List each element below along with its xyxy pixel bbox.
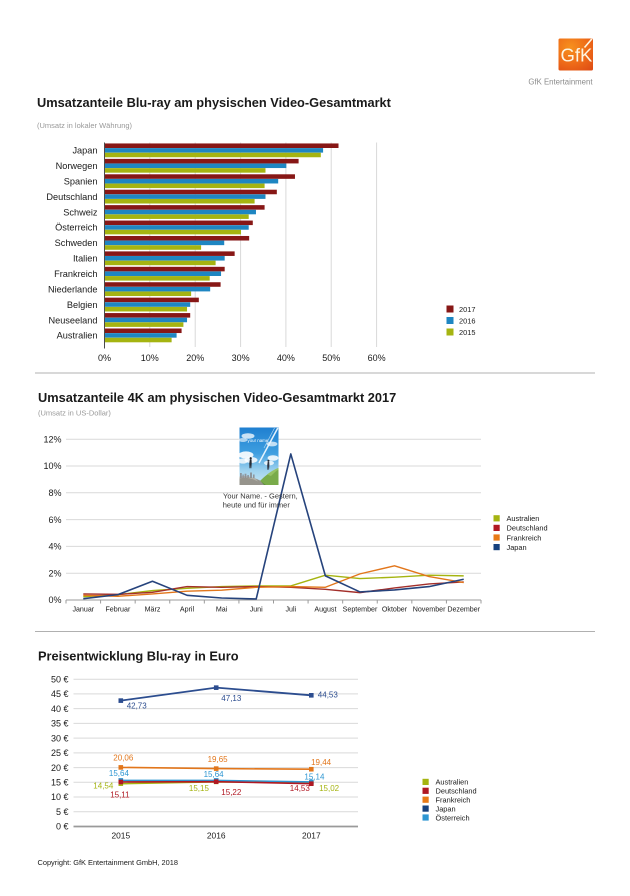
svg-text:Frankreich: Frankreich bbox=[436, 796, 471, 805]
svg-text:März: März bbox=[145, 606, 161, 614]
svg-text:15,02: 15,02 bbox=[319, 784, 340, 793]
svg-text:Schweden: Schweden bbox=[55, 238, 98, 248]
svg-text:30%: 30% bbox=[232, 353, 250, 363]
svg-text:Preisentwicklung Blu-ray in Eu: Preisentwicklung Blu-ray in Euro bbox=[38, 649, 239, 664]
svg-text:Januar: Januar bbox=[72, 606, 94, 614]
svg-text:40 €: 40 € bbox=[51, 704, 69, 714]
svg-text:0%: 0% bbox=[98, 353, 111, 363]
svg-text:Belgien: Belgien bbox=[67, 300, 98, 310]
svg-text:12%: 12% bbox=[43, 434, 61, 444]
svg-text:10 €: 10 € bbox=[51, 792, 69, 802]
svg-text:Juli: Juli bbox=[285, 606, 296, 614]
svg-text:Australien: Australien bbox=[436, 778, 469, 787]
svg-text:10%: 10% bbox=[43, 461, 61, 471]
svg-text:4%: 4% bbox=[48, 542, 61, 552]
svg-text:Japan: Japan bbox=[436, 804, 456, 813]
svg-text:(Umsatz in lokaler Währung): (Umsatz in lokaler Währung) bbox=[37, 121, 133, 130]
svg-text:April: April bbox=[180, 606, 195, 614]
svg-text:September: September bbox=[343, 606, 378, 614]
svg-text:20 €: 20 € bbox=[51, 763, 69, 773]
svg-text:5 €: 5 € bbox=[56, 807, 69, 817]
svg-text:25 €: 25 € bbox=[51, 748, 69, 758]
svg-text:Umsatzanteile 4K am physischen: Umsatzanteile 4K am physischen Video-Ges… bbox=[38, 390, 396, 405]
svg-text:Februar: Februar bbox=[105, 606, 130, 614]
svg-text:Copyright: GfK Entertainment G: Copyright: GfK Entertainment GmbH, 2018 bbox=[38, 858, 179, 867]
svg-text:Umsatzanteile Blu-ray am physi: Umsatzanteile Blu-ray am physischen Vide… bbox=[37, 95, 392, 110]
svg-text:35 €: 35 € bbox=[51, 719, 69, 729]
svg-text:14,53: 14,53 bbox=[290, 784, 311, 793]
svg-text:15,11: 15,11 bbox=[110, 791, 130, 800]
svg-text:15,14: 15,14 bbox=[304, 773, 325, 782]
svg-text:Neuseeland: Neuseeland bbox=[48, 315, 97, 325]
svg-text:(Umsatz in US-Dollar): (Umsatz in US-Dollar) bbox=[38, 409, 111, 418]
svg-text:20%: 20% bbox=[186, 353, 204, 363]
svg-text:Deutschland: Deutschland bbox=[507, 524, 548, 533]
svg-text:42,73: 42,73 bbox=[127, 702, 148, 711]
svg-text:Australien: Australien bbox=[507, 514, 540, 523]
svg-text:Deutschland: Deutschland bbox=[436, 787, 477, 796]
svg-text:August: August bbox=[314, 606, 336, 614]
svg-text:2016: 2016 bbox=[207, 831, 226, 841]
svg-text:Norwegen: Norwegen bbox=[56, 161, 98, 171]
svg-text:Österreich: Österreich bbox=[55, 223, 97, 233]
svg-text:Mai: Mai bbox=[216, 606, 228, 614]
svg-text:Frankreich: Frankreich bbox=[507, 533, 542, 542]
svg-text:Japan: Japan bbox=[507, 543, 527, 552]
svg-text:2017: 2017 bbox=[459, 305, 475, 314]
svg-text:8%: 8% bbox=[48, 488, 61, 498]
svg-text:15,15: 15,15 bbox=[189, 784, 210, 793]
svg-text:15 €: 15 € bbox=[51, 778, 69, 788]
svg-text:2017: 2017 bbox=[302, 831, 321, 841]
svg-text:Österreich: Österreich bbox=[436, 813, 470, 822]
svg-text:6%: 6% bbox=[48, 515, 61, 525]
svg-text:Italien: Italien bbox=[73, 254, 98, 264]
svg-text:Spanien: Spanien bbox=[64, 177, 98, 187]
svg-text:heute und für immer: heute und für immer bbox=[223, 501, 291, 510]
svg-text:19,44: 19,44 bbox=[311, 758, 332, 767]
svg-text:Niederlande: Niederlande bbox=[48, 284, 98, 294]
svg-text:60%: 60% bbox=[368, 353, 386, 363]
svg-text:19,65: 19,65 bbox=[208, 755, 229, 764]
svg-text:15,64: 15,64 bbox=[204, 770, 225, 779]
svg-text:50 €: 50 € bbox=[51, 674, 69, 684]
svg-text:Deutschland: Deutschland bbox=[46, 192, 97, 202]
svg-text:Japan: Japan bbox=[72, 146, 97, 156]
svg-text:0 €: 0 € bbox=[56, 822, 69, 832]
svg-text:2016: 2016 bbox=[459, 316, 475, 325]
svg-text:50%: 50% bbox=[322, 353, 340, 363]
svg-text:45 €: 45 € bbox=[51, 689, 69, 699]
svg-text:Juni: Juni bbox=[250, 606, 263, 614]
svg-text:Schweiz: Schweiz bbox=[63, 207, 98, 217]
svg-text:2015: 2015 bbox=[111, 831, 130, 841]
svg-text:Oktober: Oktober bbox=[382, 606, 408, 614]
svg-text:20,06: 20,06 bbox=[113, 754, 134, 763]
svg-text:44,53: 44,53 bbox=[318, 691, 339, 700]
svg-text:47,13: 47,13 bbox=[221, 694, 242, 703]
svg-text:14,54: 14,54 bbox=[93, 782, 114, 791]
svg-text:30 €: 30 € bbox=[51, 733, 69, 743]
svg-text:November: November bbox=[413, 606, 446, 614]
svg-text:15,64: 15,64 bbox=[109, 769, 130, 778]
svg-text:Frankreich: Frankreich bbox=[54, 269, 97, 279]
svg-text:GfK Entertainment: GfK Entertainment bbox=[528, 78, 593, 87]
svg-text:Your Name. - Gestern,: Your Name. - Gestern, bbox=[223, 492, 298, 501]
svg-text:Australien: Australien bbox=[57, 331, 98, 341]
svg-text:GfK: GfK bbox=[561, 45, 594, 66]
svg-text:Dezember: Dezember bbox=[447, 606, 480, 614]
svg-text:10%: 10% bbox=[141, 353, 159, 363]
svg-text:40%: 40% bbox=[277, 353, 295, 363]
svg-text:0%: 0% bbox=[48, 595, 61, 605]
svg-text:2015: 2015 bbox=[459, 328, 475, 337]
svg-text:your name.: your name. bbox=[248, 438, 270, 443]
svg-text:2%: 2% bbox=[48, 568, 61, 578]
svg-text:15,22: 15,22 bbox=[221, 788, 242, 797]
